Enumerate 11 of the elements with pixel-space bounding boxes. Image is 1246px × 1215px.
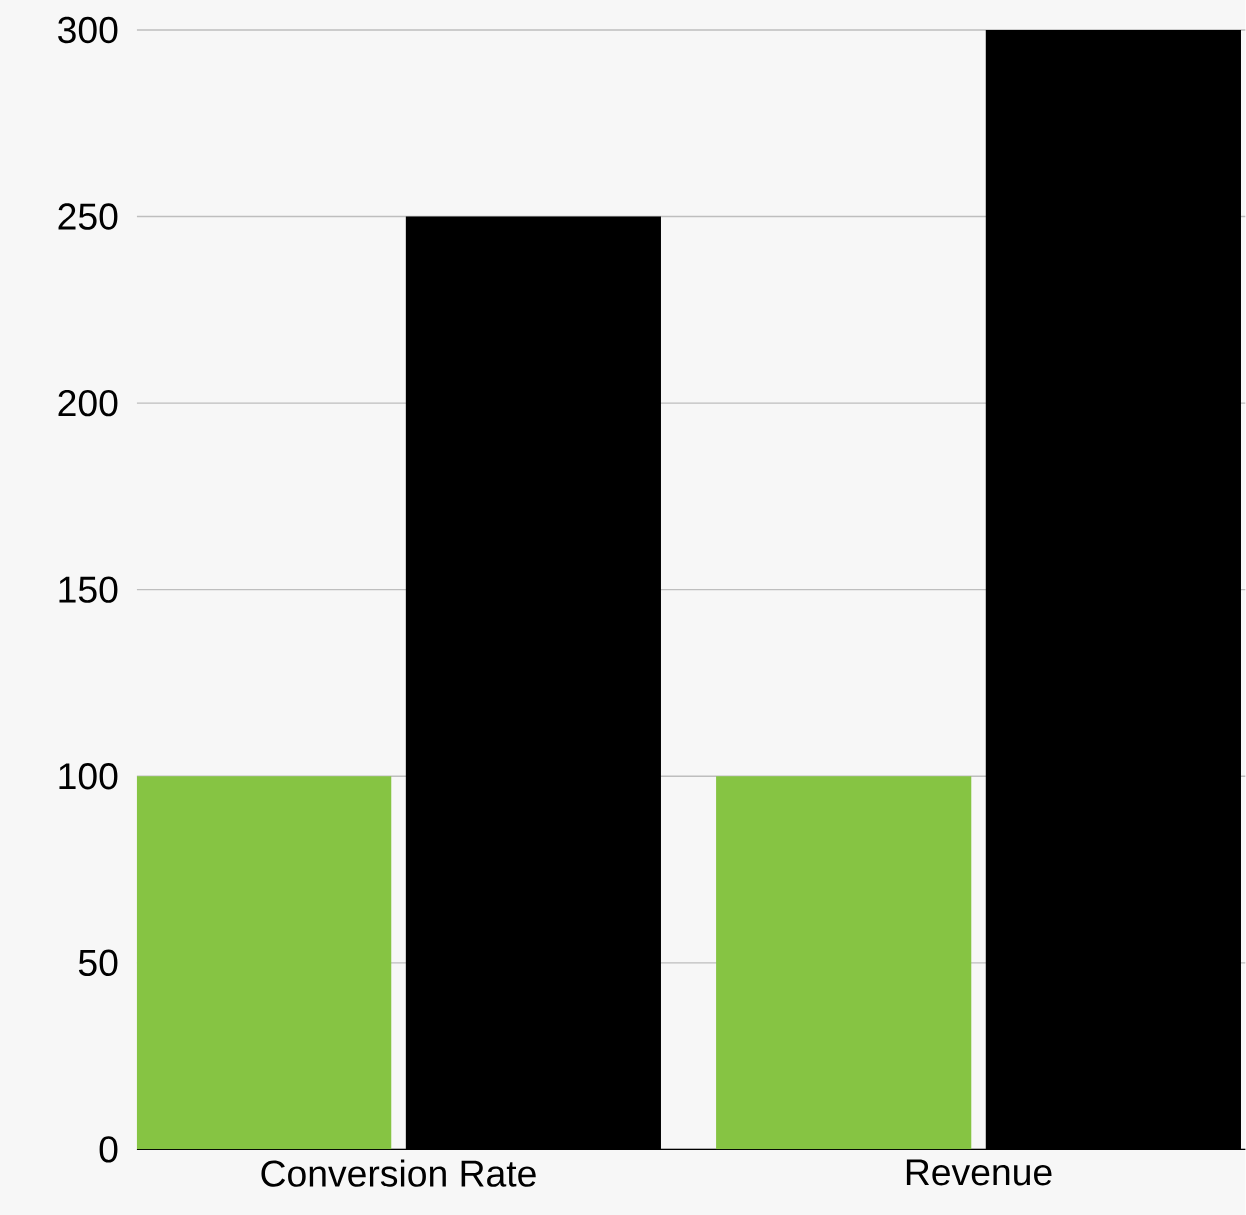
bar xyxy=(716,776,972,1150)
y-tick-label: 0 xyxy=(99,1136,118,1163)
y-tick-label: 100 xyxy=(59,762,118,790)
bar xyxy=(136,776,392,1150)
y-tick-label: 300 xyxy=(58,16,118,44)
y-tick-label: 150 xyxy=(59,576,118,603)
y-tick-label: 200 xyxy=(58,389,118,417)
y-tick-label: 50 xyxy=(78,949,118,976)
y-tick-label: 250 xyxy=(58,203,118,230)
x-tick-label: Revenue xyxy=(906,1159,1052,1186)
x-tick-label: Conversion Rate xyxy=(261,1159,536,1187)
